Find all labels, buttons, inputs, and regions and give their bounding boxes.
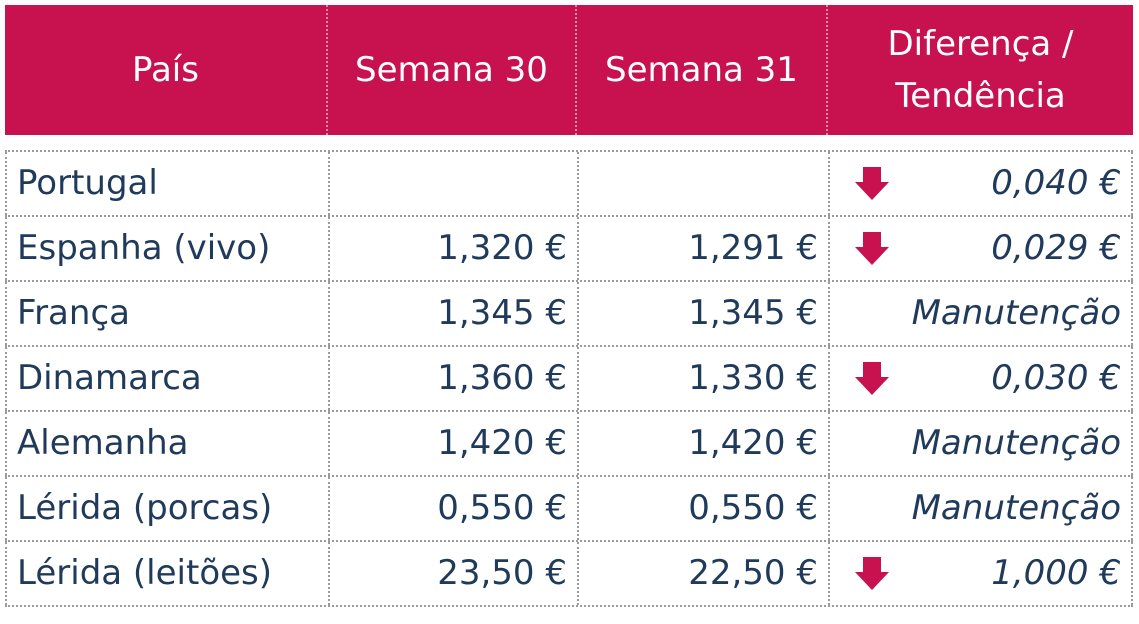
down-arrow: [855, 557, 889, 590]
week-30-cell: 1,420 €: [328, 412, 577, 475]
week-31-cell: 1,330 €: [577, 347, 828, 410]
difference-text: 0,030 €: [991, 358, 1121, 398]
difference-text: Manutenção: [911, 488, 1121, 528]
table-row: Lérida (porcas) 0,550 € 0,550 € Manutenç…: [5, 477, 1133, 542]
country-cell: Lérida (leitões): [5, 542, 328, 605]
difference-cell: 0,029 €: [828, 217, 1133, 280]
week-31-cell: 1,420 €: [577, 412, 828, 475]
difference-text: 0,029 €: [991, 228, 1121, 268]
week-30-cell: 1,360 €: [328, 347, 577, 410]
table-row: Espanha (vivo) 1,320 € 1,291 € 0,029 €: [5, 217, 1133, 282]
table-row: Lérida (leitões) 23,50 € 22,50 € 1,000 €: [5, 542, 1133, 607]
week-31-cell: 1,345 €: [577, 282, 828, 345]
difference-cell: Manutenção: [828, 412, 1133, 475]
difference-cell: 0,040 €: [828, 152, 1133, 215]
country-cell: Espanha (vivo): [5, 217, 328, 280]
empty-cell: [328, 152, 577, 215]
country-cell: França: [5, 282, 328, 345]
week-31-cell: 22,50 €: [577, 542, 828, 605]
table-row: Alemanha 1,420 € 1,420 € Manutenção: [5, 412, 1133, 477]
week-30-cell: 1,320 €: [328, 217, 577, 280]
down-arrow: [855, 362, 889, 395]
down-arrow: [855, 232, 889, 265]
difference-cell: Manutenção: [828, 477, 1133, 540]
difference-cell: 0,030 €: [828, 347, 1133, 410]
country-cell: Dinamarca: [5, 347, 328, 410]
country-cell: Portugal: [5, 152, 328, 215]
header-cell: Semana 30: [328, 5, 577, 135]
header-row: País Semana 30 Semana 31 Diferença / Ten…: [5, 5, 1133, 135]
difference-text: Manutenção: [911, 293, 1121, 333]
week-31-cell: 1,291 €: [577, 217, 828, 280]
header-cell: País: [5, 5, 328, 135]
difference-text: 0,040 €: [991, 163, 1121, 203]
difference-cell: Manutenção: [828, 282, 1133, 345]
country-cell: Alemanha: [5, 412, 328, 475]
table-row: Dinamarca 1,360 € 1,330 € 0,030 €: [5, 347, 1133, 412]
down-arrow: [855, 167, 889, 200]
week-30-cell: 1,345 €: [328, 282, 577, 345]
difference-text: 1,000 €: [991, 553, 1121, 593]
week-31-cell: 0,550 €: [577, 477, 828, 540]
difference-cell: 1,000 €: [828, 542, 1133, 605]
header-cell: Semana 31: [577, 5, 828, 135]
difference-text: Manutenção: [911, 423, 1121, 463]
empty-cell: [577, 152, 828, 215]
table-body: Portugal 0,040 € Espanha (vivo) 1,320 € …: [5, 150, 1133, 607]
table-row: França 1,345 € 1,345 € Manutenção: [5, 282, 1133, 347]
table-row: Portugal 0,040 €: [5, 152, 1133, 217]
header-cell: Diferença / Tendência: [887, 24, 1074, 116]
country-cell: Lérida (porcas): [5, 477, 328, 540]
week-30-cell: 23,50 €: [328, 542, 577, 605]
week-30-cell: 0,550 €: [328, 477, 577, 540]
